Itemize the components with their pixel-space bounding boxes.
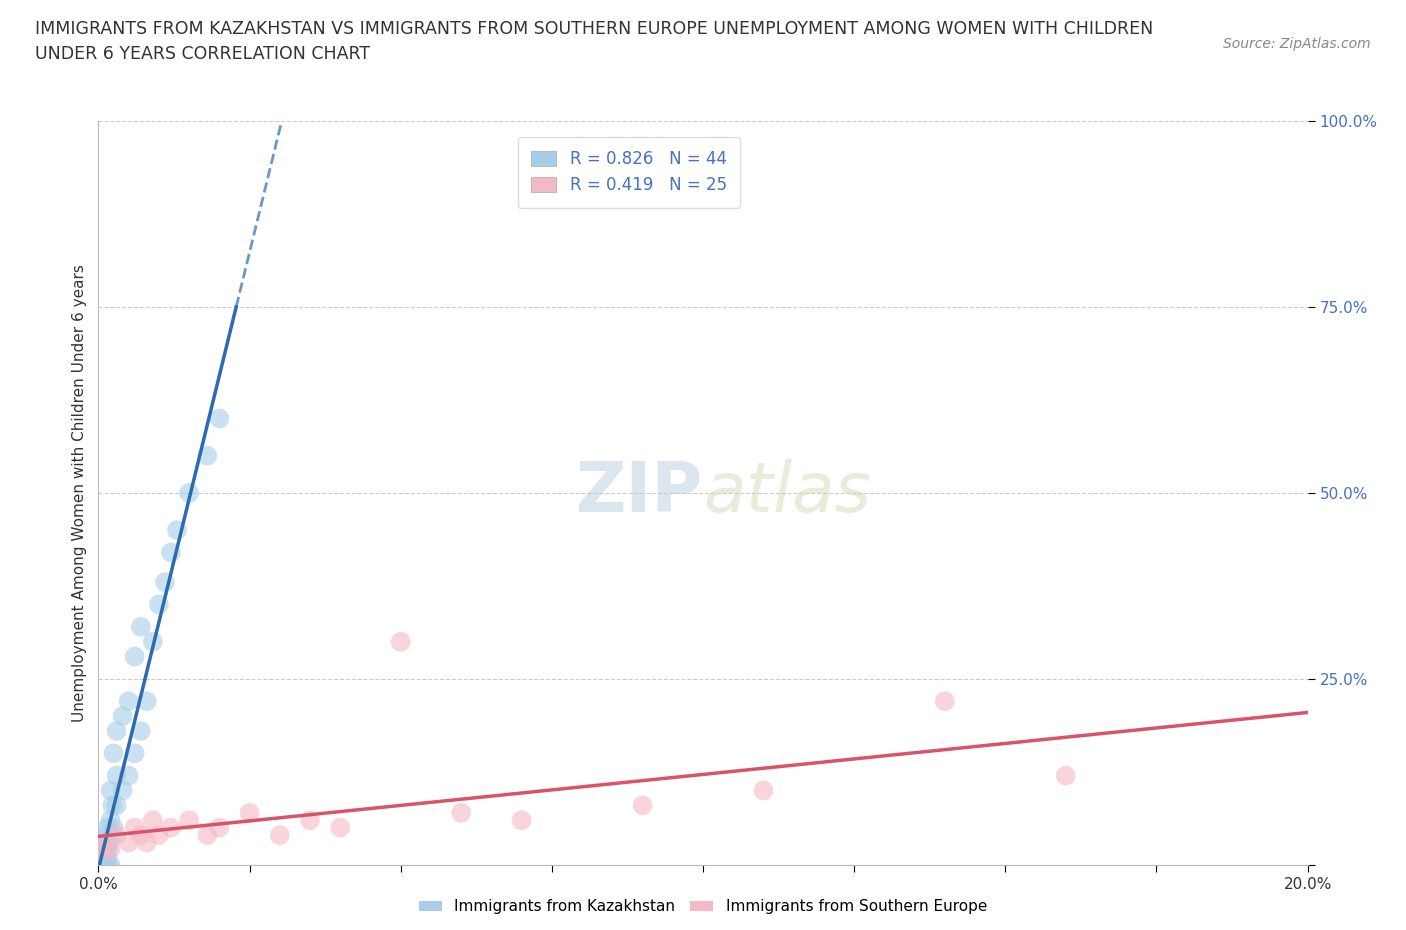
Point	[934, 694, 956, 709]
Legend: Immigrants from Kazakhstan, Immigrants from Southern Europe: Immigrants from Kazakhstan, Immigrants f…	[413, 894, 993, 921]
Point	[105, 768, 128, 783]
Point	[179, 485, 201, 500]
Point	[510, 813, 533, 828]
Point	[160, 545, 183, 560]
Point	[160, 820, 183, 835]
Point	[153, 575, 176, 590]
Point	[89, 857, 111, 872]
Point	[208, 820, 231, 835]
Point	[118, 835, 141, 850]
Point	[93, 857, 115, 872]
Point	[101, 798, 124, 813]
Y-axis label: Unemployment Among Women with Children Under 6 years: Unemployment Among Women with Children U…	[72, 264, 87, 722]
Point	[129, 724, 152, 738]
Point	[166, 523, 188, 538]
Point	[105, 798, 128, 813]
Point	[148, 597, 170, 612]
Point	[389, 634, 412, 649]
Point	[100, 813, 122, 828]
Legend: R = 0.826   N = 44, R = 0.419   N = 25: R = 0.826 N = 44, R = 0.419 N = 25	[517, 137, 740, 207]
Point	[100, 828, 122, 843]
Point	[1054, 768, 1077, 783]
Point	[111, 783, 134, 798]
Point	[631, 798, 654, 813]
Point	[94, 843, 117, 857]
Point	[103, 746, 125, 761]
Text: UNDER 6 YEARS CORRELATION CHART: UNDER 6 YEARS CORRELATION CHART	[35, 45, 370, 62]
Point	[148, 828, 170, 843]
Point	[100, 857, 122, 872]
Point	[89, 857, 111, 872]
Point	[124, 820, 146, 835]
Point	[111, 709, 134, 724]
Point	[129, 619, 152, 634]
Point	[142, 634, 165, 649]
Point	[97, 857, 120, 872]
Point	[135, 694, 157, 709]
Point	[118, 768, 141, 783]
Point	[90, 843, 112, 857]
Point	[93, 835, 115, 850]
Point	[97, 843, 120, 857]
Point	[124, 649, 146, 664]
Point	[752, 783, 775, 798]
Point	[118, 694, 141, 709]
Point	[90, 843, 112, 857]
Point	[105, 724, 128, 738]
Point	[135, 835, 157, 850]
Point	[105, 828, 128, 843]
Point	[450, 805, 472, 820]
Point	[98, 835, 121, 850]
Text: IMMIGRANTS FROM KAZAKHSTAN VS IMMIGRANTS FROM SOUTHERN EUROPE UNEMPLOYMENT AMONG: IMMIGRANTS FROM KAZAKHSTAN VS IMMIGRANTS…	[35, 20, 1153, 38]
Point	[299, 813, 322, 828]
Point	[91, 857, 114, 872]
Text: atlas: atlas	[703, 459, 870, 526]
Point	[269, 828, 291, 843]
Point	[96, 828, 118, 843]
Point	[239, 805, 262, 820]
Point	[90, 857, 112, 872]
Point	[103, 820, 125, 835]
Text: ZIP: ZIP	[575, 459, 703, 526]
Point	[100, 783, 122, 798]
Point	[329, 820, 352, 835]
Point	[93, 835, 115, 850]
Point	[91, 857, 114, 872]
Point	[195, 448, 218, 463]
Point	[91, 850, 114, 865]
Point	[208, 411, 231, 426]
Point	[96, 820, 118, 835]
Point	[129, 828, 152, 843]
Point	[96, 850, 118, 865]
Point	[142, 813, 165, 828]
Point	[100, 843, 122, 857]
Point	[195, 828, 218, 843]
Point	[124, 746, 146, 761]
Point	[179, 813, 201, 828]
Point	[93, 857, 115, 872]
Text: Source: ZipAtlas.com: Source: ZipAtlas.com	[1223, 37, 1371, 51]
